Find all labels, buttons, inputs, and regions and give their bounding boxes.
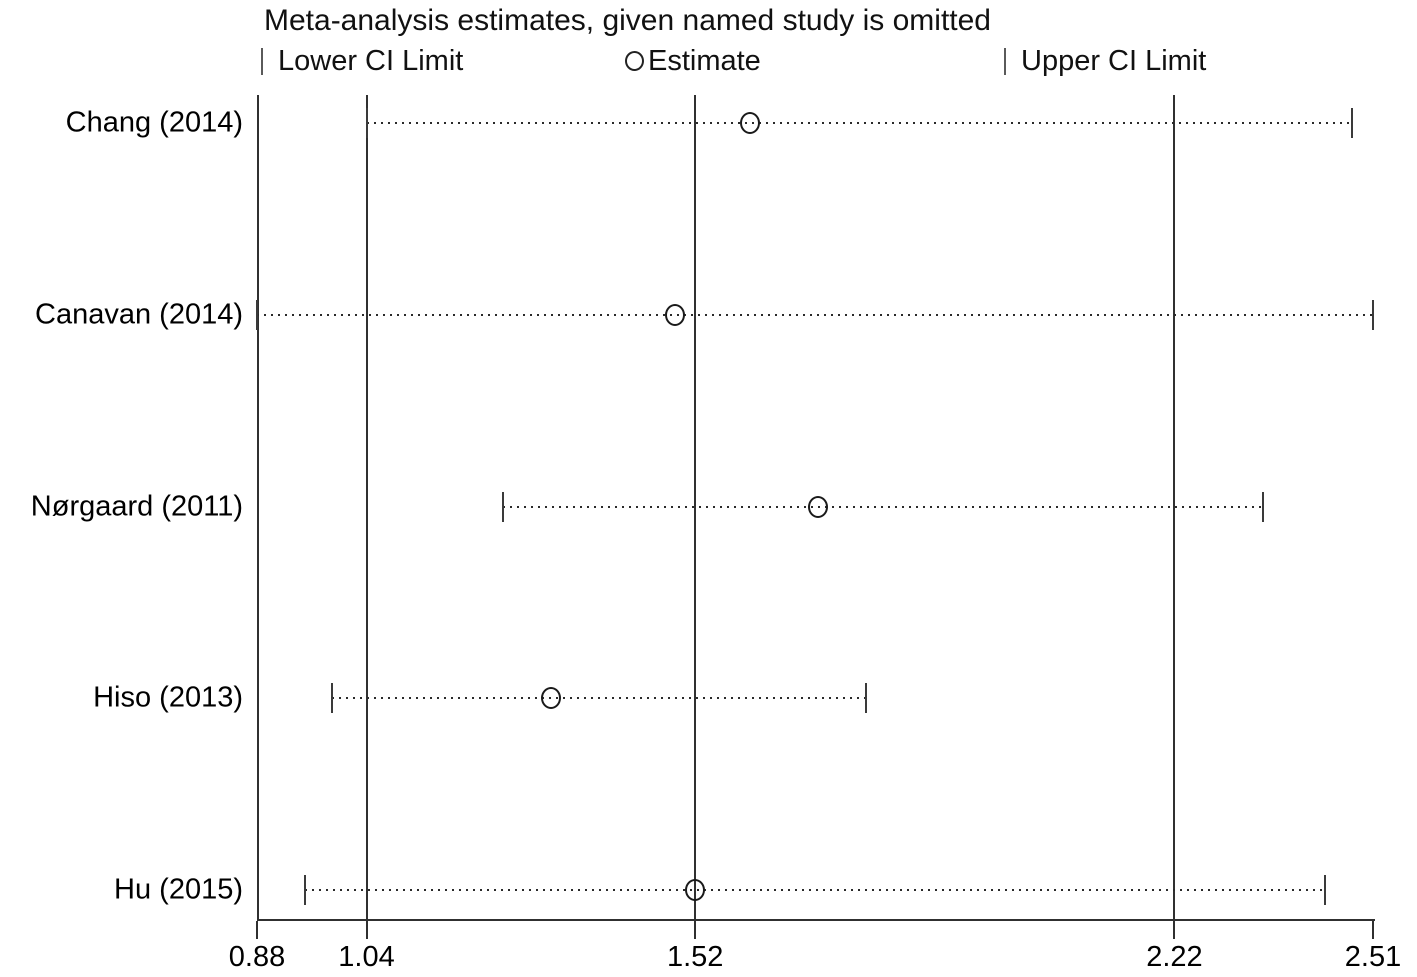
study-label: Chang (2014) bbox=[65, 106, 243, 139]
ci-tick-icon bbox=[261, 47, 263, 75]
upper-ci-tick bbox=[1324, 875, 1327, 905]
confidence-interval-line bbox=[503, 505, 1264, 508]
legend-lower-label: Lower CI Limit bbox=[278, 44, 464, 77]
lower-ci-tick bbox=[303, 875, 306, 905]
legend-estimate: Estimate bbox=[625, 45, 761, 77]
estimate-circle-icon bbox=[625, 51, 644, 71]
legend-lower-ci: Lower CI Limit bbox=[261, 45, 463, 77]
chart-title: Meta-analysis estimates, given named stu… bbox=[264, 4, 991, 37]
legend-upper-ci: Upper CI Limit bbox=[1004, 45, 1206, 77]
upper-ci-tick bbox=[865, 683, 868, 714]
legend-estimate-label: Estimate bbox=[648, 44, 761, 77]
x-axis-tick-label: 2.22 bbox=[1146, 941, 1203, 973]
x-axis-tick-label: 1.52 bbox=[666, 941, 724, 973]
study-label: Nørgaard (2011) bbox=[30, 490, 243, 522]
reference-line bbox=[365, 95, 368, 919]
estimate-marker bbox=[808, 495, 829, 518]
lower-ci-tick bbox=[256, 299, 258, 330]
confidence-interval-line bbox=[366, 122, 1353, 124]
confidence-interval-line bbox=[332, 697, 867, 700]
x-axis-tick-label: 0.88 bbox=[228, 941, 286, 973]
study-label: Hiso (2013) bbox=[93, 681, 243, 714]
ci-tick-icon bbox=[1004, 47, 1006, 75]
estimate-marker bbox=[739, 112, 760, 134]
lower-ci-tick bbox=[365, 108, 368, 138]
upper-ci-tick bbox=[1351, 108, 1354, 138]
x-axis-tick bbox=[365, 921, 368, 939]
lower-ci-tick bbox=[331, 683, 334, 714]
x-axis-tick bbox=[256, 921, 258, 939]
estimate-marker bbox=[664, 303, 685, 326]
lower-ci-tick bbox=[502, 491, 505, 522]
y-axis-line bbox=[257, 95, 259, 919]
x-axis-tick bbox=[1173, 921, 1176, 939]
x-axis-tick bbox=[1372, 921, 1374, 939]
study-label: Canavan (2014) bbox=[35, 298, 243, 331]
x-axis-tick bbox=[694, 921, 697, 939]
upper-ci-tick bbox=[1262, 491, 1265, 522]
confidence-interval-line bbox=[304, 889, 1326, 891]
x-axis-tick-label: 2.51 bbox=[1344, 941, 1402, 973]
upper-ci-tick bbox=[1372, 299, 1374, 330]
legend-upper-label: Upper CI Limit bbox=[1021, 44, 1207, 77]
x-axis-line bbox=[257, 919, 1375, 921]
estimate-marker bbox=[541, 687, 562, 710]
study-label: Hu (2015) bbox=[114, 873, 243, 906]
confidence-interval-line bbox=[257, 313, 1373, 316]
x-axis-tick-label: 1.04 bbox=[338, 941, 395, 973]
estimate-marker bbox=[685, 879, 706, 901]
